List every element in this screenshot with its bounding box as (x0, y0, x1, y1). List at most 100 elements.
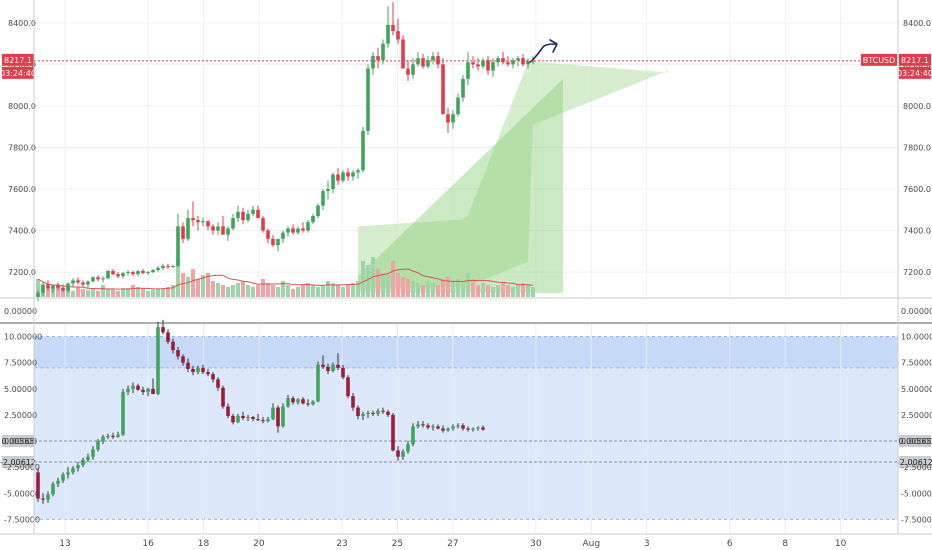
oscillator-candle-body (86, 456, 90, 460)
oscillator-panel[interactable]: 0.00565 0.00565-2.00612 -2.00612 -7.50000-… (0, 319, 932, 533)
oscillator-candle-body (451, 426, 455, 429)
symbol-tag-text: BTCUSD (863, 56, 896, 65)
time-tick-label: Aug (583, 539, 601, 549)
price-candle-body (486, 60, 490, 71)
volume-bar (431, 283, 435, 297)
oscillator-candle-body (46, 494, 50, 500)
volume-bar (516, 285, 520, 297)
price-candle-body (286, 228, 290, 233)
oscillator-candle-body (421, 424, 425, 426)
volume-bar (381, 273, 385, 297)
price-candle-body (271, 238, 275, 246)
price-candle-body (211, 226, 215, 231)
last-price-right-box (899, 53, 931, 66)
price-candle-body (136, 271, 140, 275)
panel-separator[interactable]: 0.00000 0.00000 (0, 297, 932, 324)
oscillator-bands (34, 336, 898, 520)
oscillator-tick-right: -2.50000 (901, 463, 932, 472)
oscillator-candle-body (406, 444, 410, 452)
volume-bar (136, 287, 140, 297)
oscillator-candle-body (366, 412, 370, 414)
volume-bar (396, 273, 400, 297)
volume-bar (426, 281, 430, 297)
volume-bar (176, 257, 180, 297)
oscillator-marker-right-text: 0.00565 (898, 437, 931, 446)
time-tick-label: 27 (447, 539, 458, 549)
oscillator-candle-body (51, 483, 55, 495)
price-candle-body (256, 209, 260, 219)
price-candle-body (101, 278, 105, 280)
volume-bar (346, 285, 350, 297)
volume-bar (106, 289, 110, 297)
volume-bar (121, 289, 125, 297)
volume-bar (511, 287, 515, 297)
price-candle-body (336, 174, 340, 181)
volume-bar (116, 291, 120, 297)
time-tick-label: 18 (198, 539, 210, 549)
oscillator-markers: 0.00565 0.00565 -2.00612 -2.00612 (0, 434, 932, 469)
oscillator-marker-left-text: 0.00565 (1, 437, 34, 446)
price-candle-body (516, 58, 520, 61)
price-candle-body (201, 221, 205, 223)
time-tick-label: 10 (835, 539, 847, 549)
volume-bar (146, 291, 150, 297)
oscillator-candle-body (356, 407, 360, 416)
price-candle-body (491, 62, 495, 71)
volume-bar (101, 285, 105, 297)
oscillator-candle-body (266, 419, 270, 422)
price-candle-body (386, 24, 390, 44)
price-candle-body (61, 287, 65, 291)
price-candle-body (241, 211, 245, 221)
price-candle-body (181, 226, 185, 239)
price-candle-body (251, 209, 255, 214)
oscillator-candle-body (81, 459, 85, 466)
volume-bar (226, 287, 230, 297)
price-candle-body (436, 56, 440, 65)
last-price-left-tag: 8217.1 03:24:40 (0, 53, 36, 79)
price-candle-body (96, 277, 100, 280)
separator-value-right: 0.00000 (901, 307, 932, 316)
volume-bar (391, 261, 395, 297)
price-candle-body (86, 281, 90, 285)
oscillator-candle-body (311, 401, 315, 405)
last-price-left-box (2, 53, 34, 66)
volume-bar (191, 269, 195, 297)
price-candle-body (161, 265, 165, 268)
price-candle-body (426, 60, 430, 67)
oscillator-candle-body (226, 406, 230, 416)
oscillator-candle-body (351, 396, 355, 408)
volume-bar (531, 287, 535, 297)
oscillator-candle-body (176, 350, 180, 357)
oscillator-tick-right: -7.50000 (901, 515, 932, 524)
price-candle-body (496, 58, 500, 63)
volume-bar (506, 285, 510, 297)
price-panel[interactable]: 7200.07400.07600.07800.08000.08200.08400… (0, 0, 932, 302)
price-candle-body (476, 64, 480, 67)
oscillator-candle-body (246, 417, 250, 419)
oscillator-candle-body (316, 364, 320, 402)
volume-bar (301, 285, 305, 297)
volume-bar (251, 287, 255, 297)
price-candle-body (166, 265, 170, 267)
volume-bar (36, 279, 40, 297)
time-axis[interactable]: 13 16 18 20 23 25 27 30 Aug 3 6 8 10 (0, 533, 932, 549)
price-tick-right: 8000.0 (903, 102, 931, 111)
oscillator-axis-right: -7.50000 -5.00000 -2.50000 0.00000 2.50000 5.… (901, 333, 932, 525)
price-candle-body (446, 114, 450, 123)
oscillator-candle-body (251, 417, 255, 420)
oscillator-candle-body (36, 472, 40, 499)
volume-bar (281, 281, 285, 297)
oscillator-tick-left: -2.50000 (4, 463, 40, 472)
volume-bar (151, 289, 155, 297)
oscillator-candle-body (111, 435, 115, 437)
oscillator-tick-left: -5.00000 (4, 489, 40, 498)
volume-bar (351, 283, 355, 297)
volume-bar (56, 285, 60, 297)
price-candle-body (246, 213, 250, 221)
oscillator-candle-body (211, 374, 215, 380)
volume-bar (71, 291, 75, 297)
price-candle-body (121, 273, 125, 277)
price-candle-body (451, 114, 455, 123)
hand-drawn-arrow (529, 39, 558, 63)
